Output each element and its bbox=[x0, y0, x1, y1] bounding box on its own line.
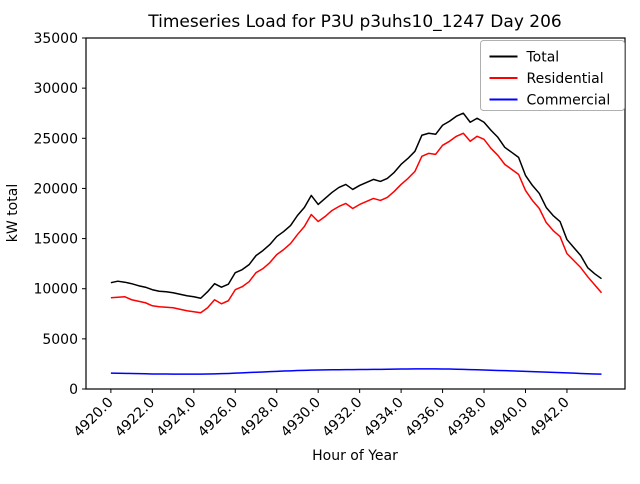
x-tick-label: 4924.0 bbox=[154, 395, 200, 441]
legend: Total Residential Commercial bbox=[480, 40, 625, 111]
y-tick-label: 15000 bbox=[33, 232, 78, 248]
series-line-residential bbox=[110, 132, 603, 314]
y-tick-label: 20000 bbox=[33, 181, 78, 197]
x-tick-label: 4934.0 bbox=[361, 395, 407, 441]
y-axis-ticks: 0 5000 10000 15000 20000 25000 30000 35000 bbox=[33, 31, 86, 398]
x-tick-label: 4936.0 bbox=[402, 395, 448, 441]
x-tick-label: 4920.0 bbox=[71, 395, 117, 441]
legend-label-commercial: Commercial bbox=[527, 93, 611, 109]
y-tick-label: 35000 bbox=[33, 31, 78, 47]
y-tick-label: 10000 bbox=[33, 282, 78, 298]
y-tick-label: 5000 bbox=[42, 332, 78, 348]
chart-title: Timeseries Load for P3U p3uhs10_1247 Day… bbox=[147, 12, 561, 32]
legend-label-residential: Residential bbox=[527, 71, 604, 87]
x-tick-label: 4926.0 bbox=[195, 395, 241, 441]
y-tick-label: 25000 bbox=[33, 131, 78, 147]
data-series bbox=[110, 112, 603, 375]
y-axis-label: kW total bbox=[5, 184, 21, 242]
x-tick-label: 4930.0 bbox=[278, 395, 324, 441]
legend-label-total: Total bbox=[526, 50, 560, 66]
x-tick-label: 4940.0 bbox=[485, 395, 531, 441]
legend-box bbox=[480, 40, 625, 111]
y-tick-label: 0 bbox=[69, 382, 78, 398]
x-tick-label: 4938.0 bbox=[444, 395, 490, 441]
x-tick-label: 4922.0 bbox=[112, 395, 158, 441]
series-line-commercial bbox=[110, 368, 602, 375]
x-axis-label: Hour of Year bbox=[312, 448, 398, 464]
x-tick-label: 4928.0 bbox=[237, 395, 283, 441]
x-tick-label: 4932.0 bbox=[320, 395, 366, 441]
x-axis-ticks: 4920.04922.04924.04926.04928.04930.04932… bbox=[71, 389, 573, 440]
series-line-total bbox=[110, 112, 602, 299]
y-tick-label: 30000 bbox=[33, 81, 78, 97]
x-tick-label: 4942.0 bbox=[527, 395, 573, 441]
plot-area-border bbox=[85, 37, 626, 390]
